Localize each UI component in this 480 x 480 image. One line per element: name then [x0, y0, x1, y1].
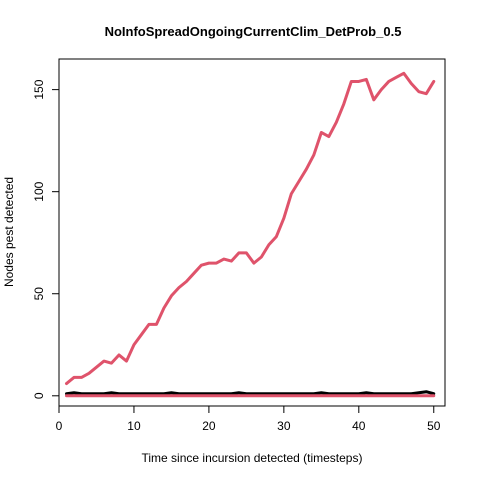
chart-title: NoInfoSpreadOngoingCurrentClim_DetProb_0…: [105, 24, 402, 39]
x-tick-label: 40: [352, 419, 366, 433]
y-axis: 0 50 100 150: [32, 79, 60, 399]
x-tick-label: 20: [202, 419, 216, 433]
plot-frame: [58, 58, 446, 407]
y-tick-label: 50: [32, 287, 46, 301]
series-layer: [65, 71, 436, 398]
x-tick-label: 50: [427, 419, 441, 433]
y-tick-label: 100: [32, 181, 46, 201]
x-tick-label: 10: [127, 419, 141, 433]
series-line-1: [65, 71, 436, 386]
y-tick-label: 0: [32, 392, 46, 399]
y-axis-label: Nodes pest detected: [2, 177, 16, 287]
x-tick-label: 30: [277, 419, 291, 433]
y-tick-label: 150: [32, 79, 46, 99]
x-tick-label: 0: [56, 419, 63, 433]
series-line-2: [65, 390, 436, 396]
x-axis-label: Time since incursion detected (timesteps…: [142, 451, 363, 465]
x-axis: 0 10 20 30 40 50: [56, 405, 441, 433]
